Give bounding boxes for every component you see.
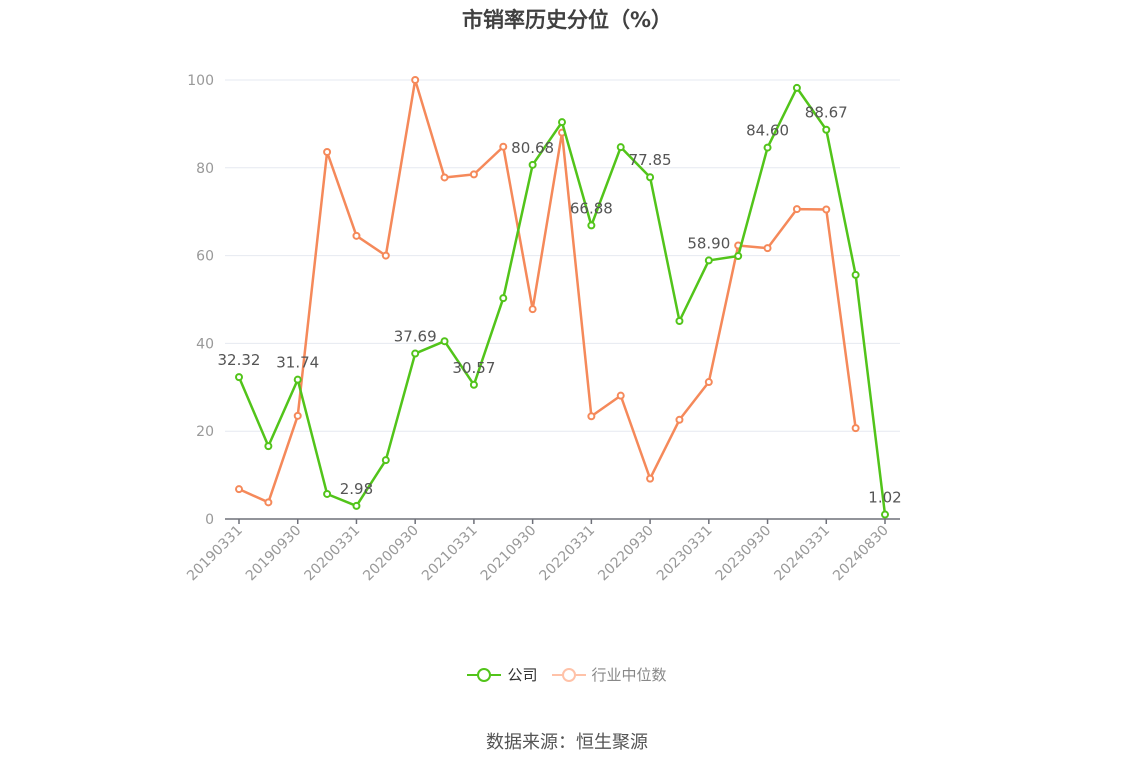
data-point[interactable] xyxy=(381,251,390,260)
y-tick-label: 100 xyxy=(187,73,214,89)
x-tick-label: 20190930 xyxy=(243,523,305,585)
data-point[interactable] xyxy=(323,489,332,498)
data-label: 77.85 xyxy=(629,151,672,169)
data-label: 32.32 xyxy=(218,351,261,369)
data-point[interactable] xyxy=(822,125,831,134)
data-point[interactable] xyxy=(411,76,420,84)
industry-median-line xyxy=(238,78,857,504)
data-point[interactable] xyxy=(440,337,449,346)
legend: 公司 行业中位数 xyxy=(0,664,1134,685)
data-point[interactable] xyxy=(323,147,332,156)
legend-item-industry-median[interactable]: 行业中位数 xyxy=(551,664,667,685)
y-tick-label: 60 xyxy=(196,249,214,265)
x-tick-label: 20190331 xyxy=(184,523,246,585)
series-lines xyxy=(235,76,889,519)
data-point[interactable] xyxy=(881,510,889,519)
legend-item-company[interactable]: 公司 xyxy=(467,664,538,685)
x-tick-label: 20230930 xyxy=(713,523,775,585)
x-tick-label: 20240331 xyxy=(771,523,833,585)
y-tick-label: 0 xyxy=(205,512,214,528)
data-label: 58.90 xyxy=(687,234,730,252)
x-tick-label: 20240830 xyxy=(830,523,892,585)
data-point[interactable] xyxy=(469,170,478,179)
data-point[interactable] xyxy=(293,411,302,420)
legend-label-industry-median: 行业中位数 xyxy=(591,666,667,684)
data-point[interactable] xyxy=(264,498,273,507)
data-point[interactable] xyxy=(646,474,655,483)
x-tick-label: 20210930 xyxy=(478,523,540,585)
data-point[interactable] xyxy=(528,160,537,169)
data-point[interactable] xyxy=(822,205,831,214)
data-label: 2.98 xyxy=(340,480,373,498)
data-point[interactable] xyxy=(675,415,684,424)
data-source: 数据来源：恒生聚源 xyxy=(486,732,648,753)
data-point[interactable] xyxy=(381,456,390,465)
x-tick-label: 20220930 xyxy=(595,523,657,585)
data-point[interactable] xyxy=(763,143,772,152)
data-point[interactable] xyxy=(469,380,478,389)
x-axis: 2019033120190930202003312020093020210331… xyxy=(184,518,900,585)
data-point[interactable] xyxy=(235,485,243,494)
company-line xyxy=(237,86,887,515)
y-tick-label: 80 xyxy=(196,161,214,177)
grid-lines xyxy=(225,79,900,432)
x-tick-label: 20210331 xyxy=(419,523,481,585)
data-point[interactable] xyxy=(352,231,361,240)
y-axis: 0 20 40 60 80 100 xyxy=(187,73,214,528)
data-point[interactable] xyxy=(646,173,655,182)
data-point[interactable] xyxy=(352,501,361,510)
data-point[interactable] xyxy=(440,173,449,182)
y-tick-label: 40 xyxy=(196,336,214,352)
x-tick-label: 20230331 xyxy=(654,523,716,585)
data-point[interactable] xyxy=(763,244,772,253)
data-label: 80.68 xyxy=(511,139,554,157)
data-label: 66.88 xyxy=(570,199,613,217)
data-point[interactable] xyxy=(616,143,625,152)
company-line-icon xyxy=(467,667,502,683)
data-point[interactable] xyxy=(264,442,273,451)
y-tick-label: 20 xyxy=(196,424,214,440)
data-point[interactable] xyxy=(499,294,508,303)
data-label: 31.74 xyxy=(276,354,319,372)
data-point[interactable] xyxy=(792,83,801,92)
x-tick-label: 20220331 xyxy=(536,523,598,585)
data-point[interactable] xyxy=(499,142,508,151)
data-point[interactable] xyxy=(616,391,625,400)
data-point[interactable] xyxy=(411,349,420,358)
data-point[interactable] xyxy=(587,221,596,230)
data-point[interactable] xyxy=(558,118,566,127)
data-point[interactable] xyxy=(293,375,302,384)
data-label: 37.69 xyxy=(394,328,437,346)
data-label: 30.57 xyxy=(452,359,495,377)
data-point[interactable] xyxy=(851,424,860,433)
data-label: 88.67 xyxy=(805,104,848,122)
data-point[interactable] xyxy=(704,378,713,387)
data-point[interactable] xyxy=(734,252,743,261)
legend-label-company: 公司 xyxy=(507,666,538,684)
data-point[interactable] xyxy=(851,270,860,279)
industry-line-icon xyxy=(551,667,586,683)
data-point[interactable] xyxy=(528,305,537,314)
data-label: 84.60 xyxy=(746,122,789,140)
x-tick-label: 20200331 xyxy=(302,523,364,585)
data-labels: 32.32 31.74 2.98 37.69 30.57 80.68 66.88 77.85 5… xyxy=(218,104,902,507)
data-point[interactable] xyxy=(587,412,596,421)
data-point[interactable] xyxy=(704,256,713,265)
chart-title: 市销率历史分位（%） xyxy=(461,8,673,32)
data-point[interactable] xyxy=(675,317,684,326)
data-label: 1.02 xyxy=(868,489,901,507)
x-tick-label: 20200930 xyxy=(360,523,422,585)
data-point[interactable] xyxy=(792,205,801,214)
data-point[interactable] xyxy=(235,373,243,382)
